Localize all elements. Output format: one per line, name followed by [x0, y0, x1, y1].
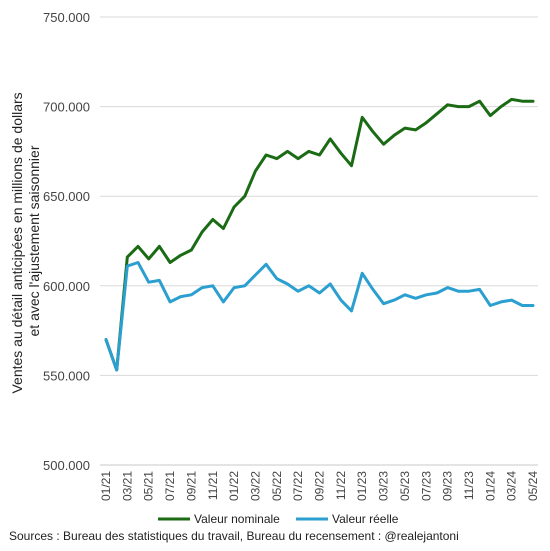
- x-tick-label: 01/24: [483, 471, 497, 501]
- x-tick-label: 03/24: [505, 471, 519, 501]
- y-axis-title-line1: Ventes au détail anticipées en millions …: [9, 92, 25, 393]
- legend-nominal: Valeur nominale: [158, 512, 280, 526]
- x-tick-label: 11/22: [334, 471, 348, 500]
- x-tick-label: 11/21: [206, 471, 220, 500]
- x-tick-label: 07/21: [163, 471, 177, 501]
- x-tick-label: 07/22: [291, 471, 305, 501]
- legend-label: Valeur réelle: [332, 512, 399, 526]
- x-tick-label: 11/23: [462, 471, 476, 500]
- source-note: Sources : Bureau des statistiques du tra…: [9, 529, 459, 543]
- legend-real: Valeur réelle: [296, 512, 399, 526]
- x-axis-ticks: 01/21 03/21 05/21 07/21 09/21 11/21 01/22 03/22…: [99, 471, 540, 501]
- y-tick-label: 600.000: [43, 279, 90, 294]
- gridlines: [100, 16, 538, 466]
- x-tick-label: 03/23: [377, 471, 391, 501]
- y-tick-label: 500.000: [43, 458, 90, 473]
- series-lines: [104, 97, 535, 372]
- x-tick-label: 01/21: [99, 471, 113, 501]
- x-tick-label: 09/21: [184, 471, 198, 501]
- series-line-nominal: [104, 97, 535, 372]
- x-tick-label: 05/24: [526, 471, 540, 501]
- y-tick-label: 650.000: [43, 189, 90, 204]
- y-axis-title-line2: et avec l'ajustement saisonnier: [26, 145, 42, 336]
- series-line-real: [104, 261, 535, 372]
- x-tick-label: 05/23: [398, 471, 412, 501]
- y-axis-title: Ventes au détail anticipées en millions …: [9, 88, 42, 393]
- x-tick-label: 05/22: [270, 471, 284, 501]
- x-tick-label: 01/23: [355, 471, 369, 501]
- x-tick-label: 01/22: [227, 471, 241, 501]
- legend: Valeur nominale Valeur réelle: [158, 512, 399, 526]
- legend-label: Valeur nominale: [194, 512, 280, 526]
- y-tick-label: 750.000: [43, 10, 90, 25]
- x-tick-label: 09/22: [313, 471, 327, 501]
- y-tick-label: 550.000: [43, 368, 90, 383]
- x-tick-label: 03/22: [248, 471, 262, 501]
- y-axis-ticks: 500.000 550.000 600.000 650.000 700.000 750.0…: [43, 10, 90, 473]
- x-tick-label: 05/21: [142, 471, 156, 501]
- y-tick-label: 700.000: [43, 100, 90, 115]
- x-tick-label: 07/23: [419, 471, 433, 501]
- x-tick-label: 03/21: [120, 471, 134, 501]
- x-tick-label: 09/23: [441, 471, 455, 501]
